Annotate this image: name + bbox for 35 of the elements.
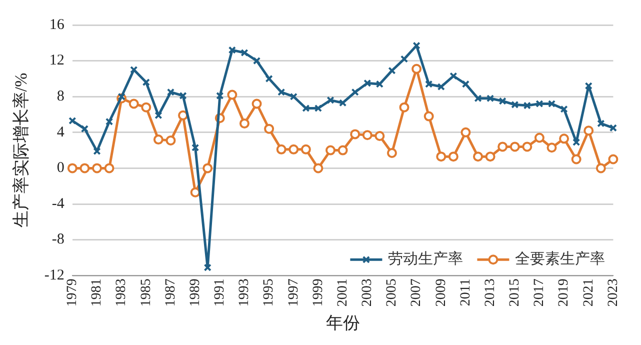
x-tick-label: 1979 [65,278,80,307]
y-axis-title: 生产率实际增长率/% [12,72,31,228]
y-tick-label: 16 [49,16,65,33]
legend-label: 全要素生产率 [515,250,606,268]
x-tick-label: 2009 [434,278,449,307]
x-tick-label: 2023 [606,278,621,307]
y-tick-label: 4 [56,124,65,140]
x-tick-label: 2011 [458,278,474,306]
x-tick-label: 1989 [188,278,203,307]
y-tick-label: 0 [56,160,64,176]
y-tick-label: -12 [44,268,64,284]
x-tick-label: 2003 [360,278,376,307]
x-tick-label: 1985 [138,278,154,307]
x-tick-label: 1993 [237,278,252,307]
legend-label: 劳动生产率 [388,250,464,268]
x-tick-label: 2013 [482,278,498,307]
x-tick-label: 1983 [114,278,130,307]
x-tick-label: 1999 [310,278,326,307]
x-tick-label: 2001 [335,278,350,307]
x-axis-title: 年份 [326,313,360,332]
x-tick-label: 2021 [581,278,596,307]
x-tick-label: 1991 [212,278,228,307]
x-tick-label: 1987 [163,278,178,307]
x-tick-label: 1995 [262,278,277,307]
x-tick-label: 2007 [409,278,424,307]
x-tick-label: 1981 [90,278,105,307]
x-tick-label: 2005 [384,278,400,307]
y-tick-label: -8 [52,232,64,248]
x-tick-label: 2019 [556,278,572,307]
y-tick-label: -4 [52,196,65,212]
y-tick-label: 8 [56,88,64,105]
y-tick-label: 12 [49,52,64,69]
x-tick-label: 2017 [532,278,548,307]
x-tick-label: 2015 [508,278,523,307]
x-tick-label: 1997 [286,278,302,307]
